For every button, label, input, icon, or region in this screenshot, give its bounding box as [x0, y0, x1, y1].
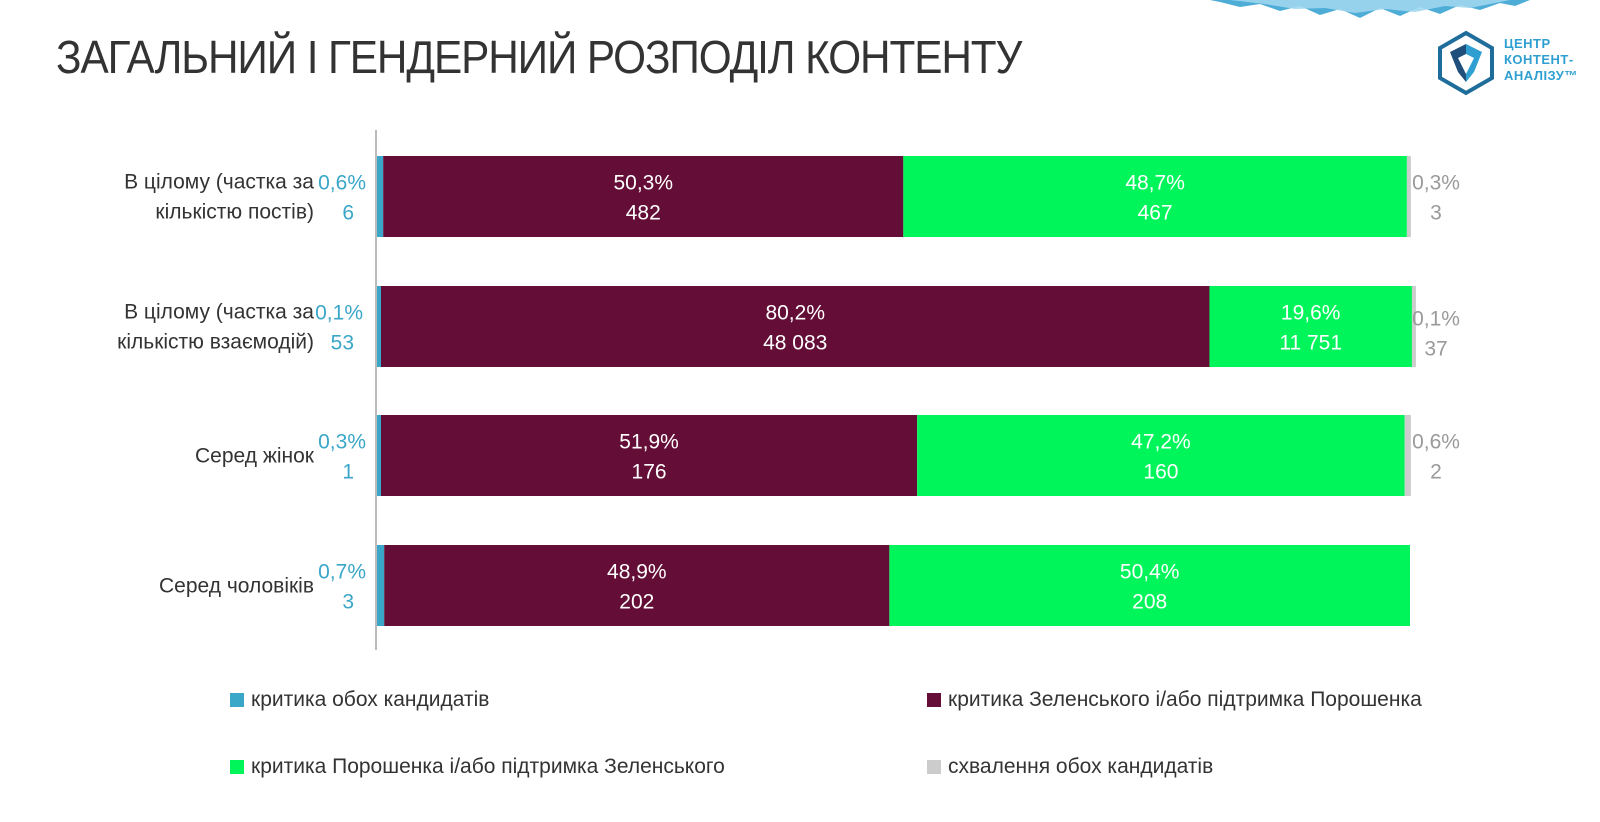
bar-segment-zelensky_criticism	[381, 415, 918, 496]
logo-line-2: КОНТЕНТ-	[1504, 52, 1574, 67]
logo-wordmark: ЦЕНТР КОНТЕНТ- АНАЛІЗУ™	[1504, 36, 1578, 84]
data-label-percent: 47,2%	[1131, 431, 1191, 454]
data-label-percent: 48,9%	[607, 561, 667, 584]
bar-segment-zelensky_criticism	[384, 545, 890, 626]
data-label-percent: 80,2%	[765, 302, 825, 325]
bar-segment-both_approval	[1404, 415, 1411, 496]
data-label-count: 11 751	[1279, 332, 1342, 355]
data-label-percent: 48,7%	[1125, 172, 1185, 195]
data-label-count: 6	[342, 202, 354, 225]
logo: ЦЕНТР КОНТЕНТ- АНАЛІЗУ™	[1436, 30, 1586, 96]
data-label-percent: 0,6%	[318, 172, 366, 195]
logo-hexagon-icon	[1438, 30, 1494, 96]
decorative-mountains-graphic	[1210, 0, 1530, 18]
bar-segment-poroshenko_criticism	[917, 415, 1405, 496]
data-label-count: 467	[1138, 202, 1173, 225]
data-label-percent: 51,9%	[619, 431, 679, 454]
data-label-count: 2	[1430, 461, 1442, 484]
category-label-line2: кількістю постів)	[155, 201, 314, 224]
data-label-percent: 0,1%	[1412, 308, 1460, 331]
data-label-count: 176	[632, 461, 667, 484]
bar-segment-both_criticism	[377, 415, 381, 496]
logo-line-1: ЦЕНТР	[1504, 36, 1551, 51]
data-label-percent: 50,3%	[613, 172, 673, 195]
data-label-count: 482	[626, 202, 661, 225]
category-label-line1: В цілому (частка за	[124, 301, 314, 324]
category-label-line1: В цілому (частка за	[124, 171, 314, 194]
bar-segment-both_criticism	[377, 156, 384, 237]
data-label-percent: 0,6%	[1412, 431, 1460, 454]
data-label-count: 208	[1132, 591, 1167, 614]
bar-segment-both_criticism	[377, 545, 385, 626]
data-label-count: 1	[342, 461, 354, 484]
bar-segment-poroshenko_criticism	[889, 545, 1410, 626]
data-label-percent: 0,1%	[315, 302, 363, 325]
bar-segment-both_criticism	[377, 286, 381, 367]
category-label-line2: кількістю взаємодій)	[117, 331, 314, 354]
bar-segment-both_approval	[1406, 156, 1411, 237]
bar-segment-both_approval	[1411, 286, 1416, 367]
logo-line-3: АНАЛІЗУ™	[1504, 68, 1578, 83]
data-label-percent: 0,7%	[318, 561, 366, 584]
data-label-percent: 0,3%	[318, 431, 366, 454]
data-label-count: 160	[1143, 461, 1178, 484]
category-label: Серед чоловіків	[159, 575, 314, 598]
data-label-count: 37	[1424, 338, 1447, 361]
bar-segment-poroshenko_criticism	[1209, 286, 1412, 367]
category-label: Серед жінок	[195, 445, 315, 468]
data-label-percent: 19,6%	[1281, 302, 1341, 325]
data-label-count: 53	[331, 332, 354, 355]
bar-segment-zelensky_criticism	[383, 156, 904, 237]
bar-segment-zelensky_criticism	[381, 286, 1210, 367]
data-label-count: 3	[1430, 202, 1442, 225]
slide-title: ЗАГАЛЬНИЙ І ГЕНДЕРНИЙ РОЗПОДІЛ КОНТЕНТУ	[56, 31, 1022, 83]
data-label-percent: 0,3%	[1412, 172, 1460, 195]
data-label-count: 48 083	[763, 332, 827, 355]
bar-segment-poroshenko_criticism	[903, 156, 1407, 237]
data-label-percent: 50,4%	[1120, 561, 1180, 584]
data-label-count: 3	[342, 591, 354, 614]
data-label-count: 202	[619, 591, 654, 614]
